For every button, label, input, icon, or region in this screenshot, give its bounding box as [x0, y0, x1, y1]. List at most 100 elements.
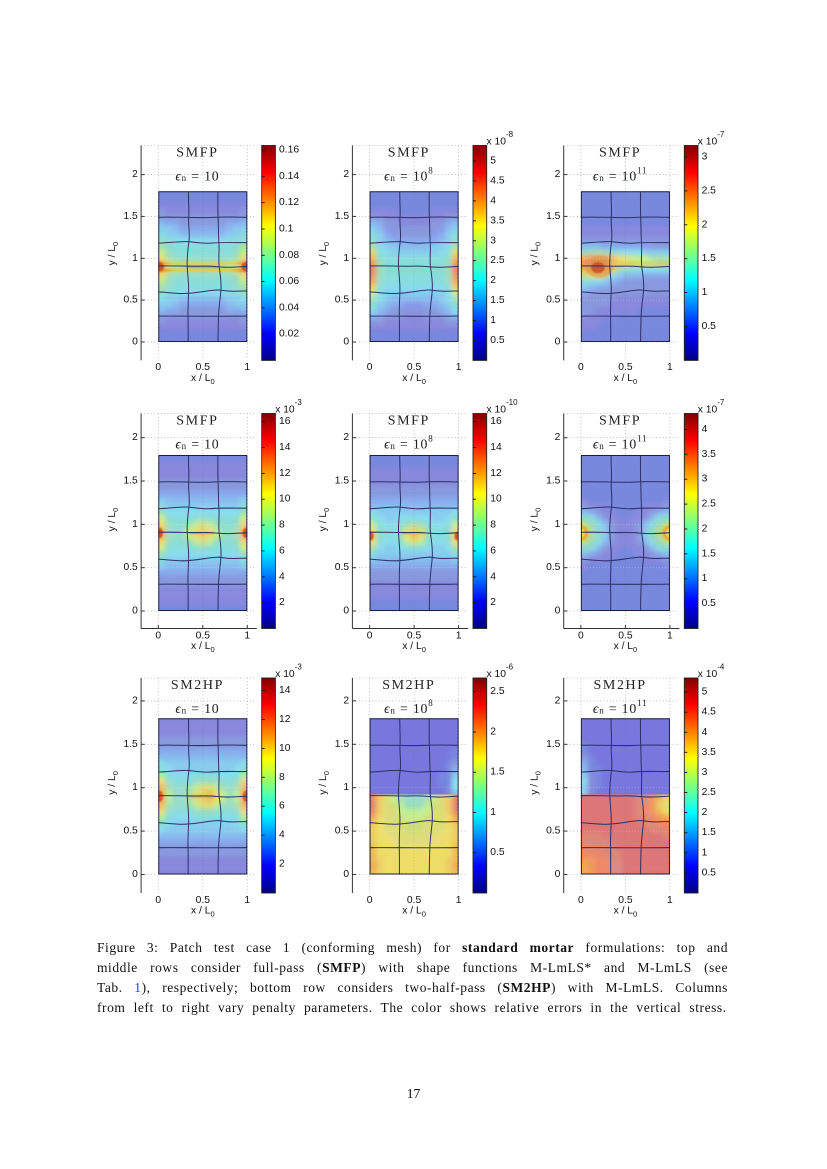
svg-text:2.5: 2.5	[490, 255, 505, 266]
svg-text:8: 8	[490, 520, 496, 531]
svg-text:10: 10	[279, 494, 291, 505]
svg-text:0.5: 0.5	[702, 598, 717, 609]
svg-text:x / L0: x / L0	[191, 373, 215, 386]
svg-text:1: 1	[244, 895, 250, 906]
svg-text:y / L0: y / L0	[107, 242, 120, 266]
svg-text:1.5: 1.5	[335, 211, 350, 222]
svg-text:2: 2	[555, 695, 561, 706]
svg-text:1: 1	[132, 519, 138, 530]
svg-text:1: 1	[702, 287, 708, 298]
svg-text:0.5: 0.5	[618, 362, 633, 373]
svg-text:x / L0: x / L0	[614, 906, 638, 919]
svg-text:1: 1	[132, 253, 138, 264]
svg-text:2: 2	[702, 219, 708, 230]
svg-text:0.5: 0.5	[618, 895, 633, 906]
svg-text:0.5: 0.5	[407, 362, 422, 373]
svg-text:SM2HP: SM2HP	[594, 678, 647, 693]
svg-text:ϵn = 1011: ϵn = 1011	[593, 166, 647, 184]
svg-text:0.5: 0.5	[196, 895, 211, 906]
svg-text:0: 0	[367, 895, 373, 906]
svg-text:SMFP: SMFP	[176, 413, 218, 428]
svg-text:ϵn = 10: ϵn = 10	[175, 436, 219, 451]
svg-text:4: 4	[490, 195, 496, 206]
svg-text:1.5: 1.5	[335, 476, 350, 487]
svg-text:0.5: 0.5	[196, 362, 211, 373]
svg-text:16: 16	[279, 416, 291, 427]
svg-text:14: 14	[490, 442, 502, 453]
svg-text:0.5: 0.5	[546, 826, 561, 837]
svg-text:1: 1	[555, 519, 561, 530]
svg-text:x / L0: x / L0	[402, 906, 426, 919]
svg-text:4: 4	[702, 727, 708, 738]
svg-text:10: 10	[490, 494, 502, 505]
svg-text:y / L0: y / L0	[318, 508, 331, 532]
svg-text:1.5: 1.5	[490, 767, 505, 778]
svg-text:0.5: 0.5	[490, 335, 505, 346]
svg-text:2: 2	[555, 169, 561, 180]
svg-text:x / L0: x / L0	[402, 641, 426, 654]
svg-text:SMFP: SMFP	[599, 145, 641, 160]
svg-text:0.5: 0.5	[123, 562, 138, 573]
svg-text:0.5: 0.5	[196, 630, 211, 641]
svg-text:0: 0	[578, 630, 584, 641]
svg-text:1: 1	[667, 630, 673, 641]
svg-text:1.5: 1.5	[123, 476, 138, 487]
svg-text:1.5: 1.5	[123, 739, 138, 750]
svg-text:4: 4	[702, 424, 708, 435]
svg-text:0.04: 0.04	[279, 302, 299, 313]
svg-text:2: 2	[490, 597, 496, 608]
svg-text:4.5: 4.5	[702, 707, 717, 718]
svg-text:2: 2	[132, 169, 138, 180]
svg-text:x 10-3: x 10-3	[275, 662, 302, 680]
svg-text:2: 2	[343, 432, 349, 443]
svg-text:4.5: 4.5	[490, 176, 505, 187]
svg-text:0: 0	[555, 606, 561, 617]
svg-text:x / L0: x / L0	[191, 906, 215, 919]
svg-text:y / L0: y / L0	[529, 508, 542, 532]
svg-text:0: 0	[555, 337, 561, 348]
svg-text:2: 2	[702, 524, 708, 535]
svg-text:1.5: 1.5	[123, 211, 138, 222]
svg-text:y / L0: y / L0	[107, 771, 120, 795]
svg-text:12: 12	[490, 468, 502, 479]
svg-text:8: 8	[279, 772, 285, 783]
svg-text:SMFP: SMFP	[388, 413, 430, 428]
svg-text:2: 2	[279, 859, 285, 870]
svg-text:5: 5	[490, 156, 496, 167]
svg-text:0.5: 0.5	[123, 295, 138, 306]
svg-text:12: 12	[279, 468, 291, 479]
svg-text:3.5: 3.5	[702, 449, 717, 460]
svg-text:2: 2	[279, 597, 285, 608]
svg-text:ϵn = 108: ϵn = 108	[384, 698, 433, 716]
svg-text:16: 16	[490, 416, 502, 427]
svg-text:0.5: 0.5	[407, 630, 422, 641]
svg-text:14: 14	[279, 685, 291, 696]
svg-text:3: 3	[702, 767, 708, 778]
svg-text:2: 2	[490, 727, 496, 738]
svg-text:1: 1	[555, 253, 561, 264]
svg-text:0: 0	[132, 337, 138, 348]
svg-text:0: 0	[555, 869, 561, 880]
svg-text:0.14: 0.14	[279, 171, 299, 182]
svg-text:1: 1	[702, 573, 708, 584]
svg-text:1: 1	[244, 630, 250, 641]
svg-text:1.5: 1.5	[546, 739, 561, 750]
svg-text:6: 6	[279, 801, 285, 812]
svg-text:0.5: 0.5	[702, 867, 717, 878]
svg-text:y / L0: y / L0	[107, 508, 120, 532]
svg-text:6: 6	[490, 545, 496, 556]
svg-text:0.06: 0.06	[279, 276, 299, 287]
svg-text:0.5: 0.5	[335, 295, 350, 306]
svg-text:x 10-8: x 10-8	[487, 130, 514, 148]
svg-text:1.5: 1.5	[335, 739, 350, 750]
svg-text:2: 2	[132, 695, 138, 706]
svg-text:x 10-3: x 10-3	[275, 398, 302, 416]
svg-text:2.5: 2.5	[490, 686, 505, 697]
svg-text:SMFP: SMFP	[599, 413, 641, 428]
svg-text:8: 8	[279, 520, 285, 531]
svg-text:0.5: 0.5	[702, 321, 717, 332]
svg-text:2: 2	[490, 275, 496, 286]
svg-text:1.5: 1.5	[702, 548, 717, 559]
svg-text:0: 0	[343, 606, 349, 617]
svg-text:4: 4	[279, 830, 285, 841]
